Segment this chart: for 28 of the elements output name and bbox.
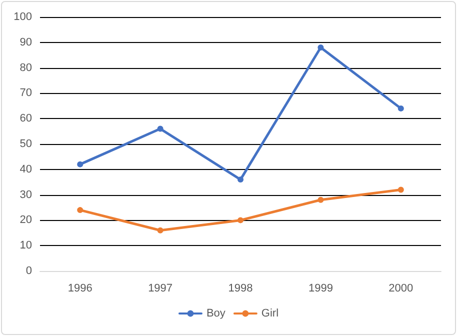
y-tick-label: 40 (20, 163, 32, 176)
point (238, 176, 244, 183)
point (398, 186, 404, 193)
y-tick-label: 50 (20, 138, 32, 150)
point (238, 217, 244, 224)
y-tick-label: 70 (20, 87, 32, 100)
point (318, 196, 324, 203)
legend-label: Boy (206, 308, 226, 320)
legend-label: Girl (261, 308, 279, 320)
point (157, 126, 164, 132)
x-tick-label: 1998 (228, 282, 253, 294)
y-tick-label: 80 (20, 62, 32, 74)
y-tick-label: 10 (20, 240, 32, 252)
point (157, 227, 164, 234)
x-tick-label: 1996 (68, 282, 92, 294)
y-tick-label: 30 (20, 188, 32, 201)
point (318, 44, 324, 50)
y-tick-label: 60 (20, 112, 32, 125)
x-tick-label: 2000 (388, 282, 414, 294)
y-tick-label: 100 (14, 11, 32, 23)
point (77, 207, 84, 214)
y-tick-label: 20 (20, 214, 32, 226)
y-tick-label: 90 (20, 36, 32, 48)
x-tick-label: 1997 (148, 282, 173, 294)
point (77, 161, 84, 168)
x-tick-label: 1999 (308, 282, 333, 294)
point (398, 105, 404, 112)
y-tick-label: 0 (26, 265, 32, 277)
